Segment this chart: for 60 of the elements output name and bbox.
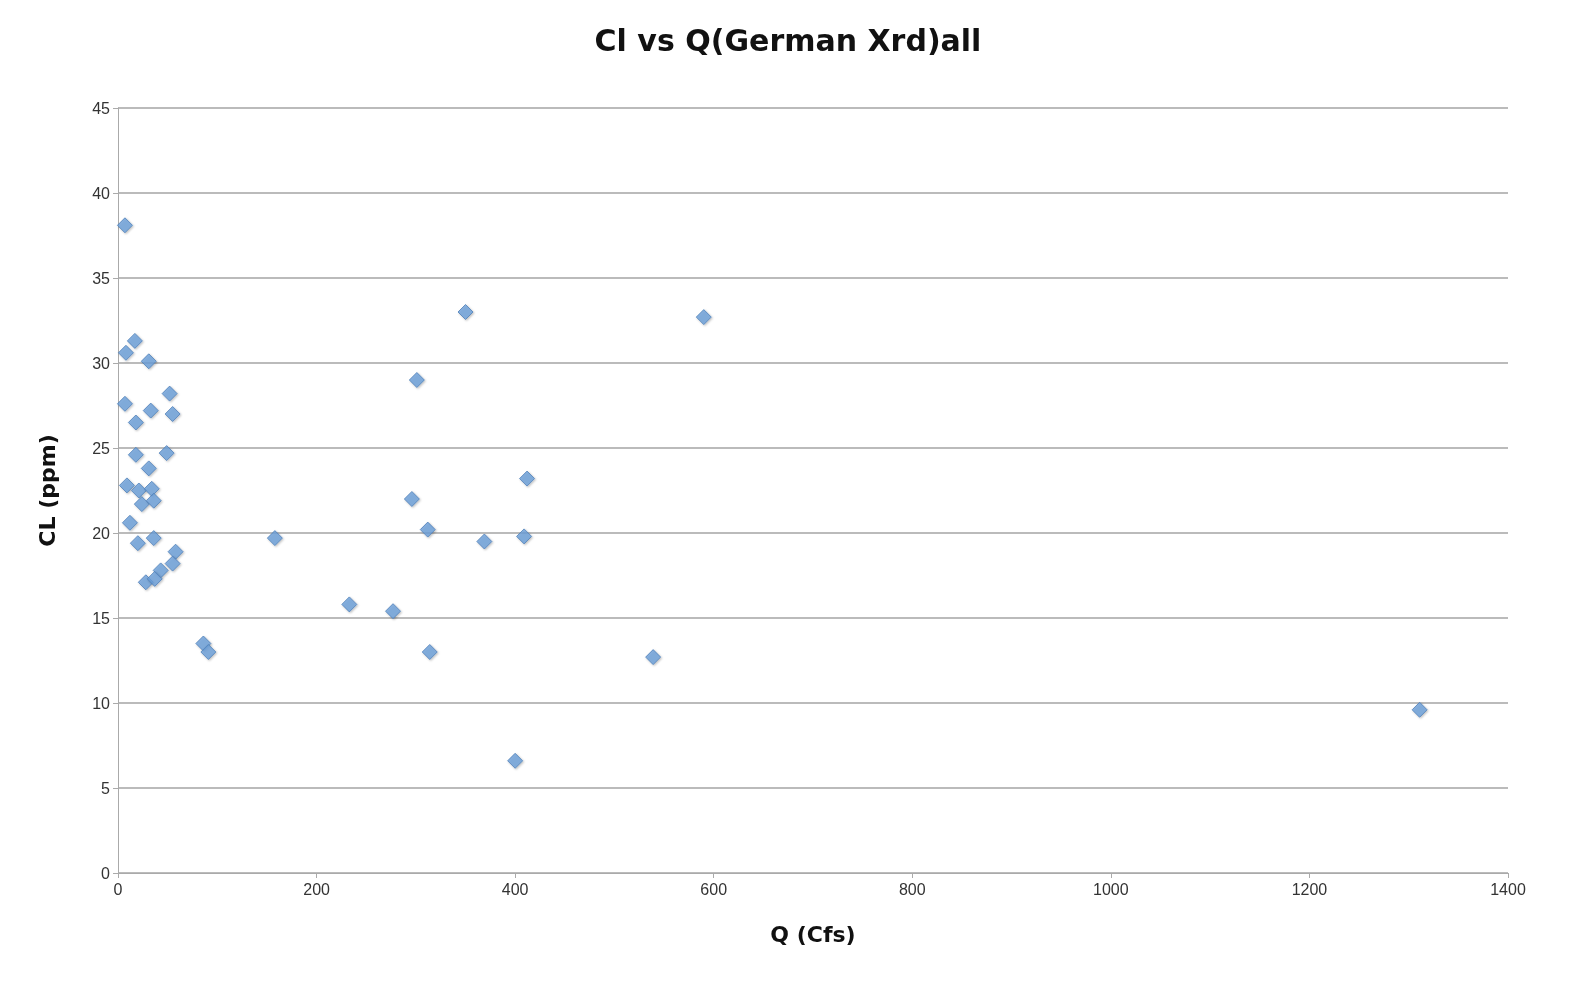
point bbox=[457, 304, 474, 320]
point bbox=[167, 543, 184, 560]
y-tick-label: 40 bbox=[92, 184, 111, 202]
point bbox=[266, 530, 283, 547]
y-tick-label: 35 bbox=[92, 269, 111, 287]
point bbox=[158, 445, 175, 462]
x-tick-label: 1200 bbox=[1291, 880, 1328, 898]
point bbox=[200, 644, 217, 660]
y-tick-label: 10 bbox=[92, 694, 111, 712]
point bbox=[408, 372, 425, 388]
point bbox=[403, 491, 420, 507]
point bbox=[1411, 701, 1428, 718]
y-tick-label: 20 bbox=[92, 524, 111, 542]
point bbox=[419, 521, 436, 538]
x-tick-label: 800 bbox=[898, 880, 926, 898]
point bbox=[140, 353, 157, 370]
x-tick-label: 1400 bbox=[1490, 880, 1526, 898]
chart-title: Cl vs Q(German Xrd)all bbox=[594, 22, 982, 58]
x-tick-label: 600 bbox=[700, 880, 728, 898]
point bbox=[140, 460, 157, 477]
point bbox=[126, 332, 143, 349]
point bbox=[476, 533, 493, 550]
point bbox=[116, 395, 133, 412]
x-tick-label: 0 bbox=[113, 880, 123, 898]
point bbox=[117, 344, 134, 361]
point bbox=[129, 535, 146, 552]
x-tick-label: 400 bbox=[501, 880, 529, 898]
point bbox=[516, 528, 533, 545]
y-tick-label: 30 bbox=[92, 354, 111, 372]
point bbox=[421, 644, 438, 660]
point bbox=[146, 570, 163, 587]
point bbox=[341, 596, 358, 613]
y-tick-label: 25 bbox=[92, 439, 111, 457]
point bbox=[164, 406, 181, 422]
point bbox=[116, 217, 133, 234]
y-tick-label: 45 bbox=[92, 99, 111, 117]
point bbox=[145, 530, 162, 547]
x-tick-label: 200 bbox=[303, 880, 331, 898]
point bbox=[130, 482, 147, 499]
y-tick-label: 15 bbox=[92, 609, 111, 627]
y-tick-label: 0 bbox=[101, 864, 111, 882]
point bbox=[143, 480, 160, 497]
point bbox=[385, 603, 402, 620]
y-axis-title: CL (ppm) bbox=[34, 434, 60, 547]
point bbox=[164, 555, 181, 572]
point bbox=[118, 477, 135, 494]
point bbox=[519, 470, 536, 487]
point bbox=[127, 446, 144, 463]
point bbox=[127, 414, 144, 431]
point bbox=[161, 385, 178, 402]
x-tick-label: 1000 bbox=[1093, 880, 1129, 898]
point bbox=[145, 492, 162, 509]
point bbox=[133, 496, 150, 513]
point bbox=[645, 649, 662, 666]
x-axis-title: Q (Cfs) bbox=[770, 921, 856, 947]
y-tick-label: 5 bbox=[101, 779, 111, 797]
point bbox=[507, 752, 524, 769]
point bbox=[121, 514, 138, 531]
point bbox=[695, 309, 712, 326]
point bbox=[142, 402, 159, 419]
